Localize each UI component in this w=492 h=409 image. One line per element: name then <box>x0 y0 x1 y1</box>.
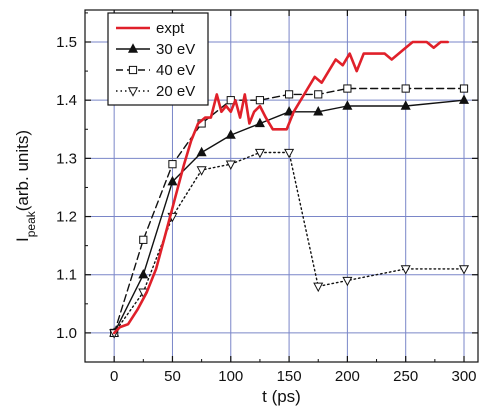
data-point <box>458 265 470 275</box>
legend-marker <box>128 65 138 75</box>
data-point <box>342 276 353 287</box>
plot-area-frame <box>84 9 479 363</box>
data-point <box>225 160 236 170</box>
data-point <box>343 84 352 93</box>
x-tick-label: 50 <box>164 368 181 385</box>
data-point <box>284 90 294 99</box>
data-point <box>139 235 148 244</box>
y-tick-label: 1.3 <box>56 150 77 167</box>
data-point <box>167 175 178 186</box>
x-tick-label: 100 <box>218 368 243 385</box>
legend-label: 30 eV <box>156 41 195 58</box>
data-point <box>401 84 410 93</box>
x-tick-label: 200 <box>335 368 360 385</box>
data-point <box>314 90 323 99</box>
data-point <box>284 106 295 116</box>
series-line <box>113 87 465 334</box>
data-point <box>255 96 265 105</box>
legend-marker <box>127 43 139 53</box>
data-point <box>254 117 265 128</box>
x-tick-label: 0 <box>110 368 118 385</box>
data-point <box>254 148 265 159</box>
series-line <box>112 40 450 335</box>
y-tick-label: 1.1 <box>56 267 77 284</box>
data-point <box>313 282 324 293</box>
data-point <box>313 106 324 116</box>
y-axis-title-rest: (arb. units) <box>13 130 32 211</box>
legend-item: expt <box>116 20 185 37</box>
legend-item: 30 eV <box>116 41 195 58</box>
data-point <box>284 148 295 159</box>
data-point <box>459 84 469 93</box>
series-expt <box>112 40 450 335</box>
x-axis-title: t (ps) <box>262 387 301 406</box>
series-layer <box>109 40 470 339</box>
svg-text:Ipeak(arb. units): Ipeak(arb. units) <box>13 130 38 242</box>
legend-marker <box>127 87 139 97</box>
legend-label: expt <box>156 20 185 37</box>
legend-label: 40 eV <box>156 62 195 79</box>
legend-item: 40 eV <box>116 62 195 79</box>
y-tick-label: 1.2 <box>56 209 77 226</box>
y-axis-title: Ipeak(arb. units) <box>13 130 38 242</box>
x-tick-label: 150 <box>277 368 302 385</box>
data-point <box>458 94 470 104</box>
y-tick-label: 1.0 <box>56 325 77 342</box>
y-axis-title-main: I <box>13 237 32 242</box>
data-point <box>196 166 207 176</box>
data-point <box>168 160 177 169</box>
data-point <box>342 100 353 110</box>
axis-ticks: 0 50 100 150 200 250 300 1.0 1.1 1.2 1.3 1.4 1.5 <box>56 10 478 385</box>
y-tick-label: 1.5 <box>56 34 77 51</box>
series-30-ev <box>109 94 470 337</box>
data-point <box>225 129 236 139</box>
y-axis-title-subscript: peak <box>24 210 38 237</box>
x-tick-label: 250 <box>393 368 418 385</box>
data-point <box>196 146 207 157</box>
legend-label: 20 eV <box>156 83 195 100</box>
x-tick-label: 300 <box>451 368 476 385</box>
data-point <box>400 100 411 110</box>
legend: expt 30 eV 40 eV 20 eV <box>107 12 209 106</box>
y-tick-label: 1.4 <box>56 92 77 109</box>
data-point <box>400 265 411 275</box>
data-point <box>138 268 149 279</box>
legend-item: 20 eV <box>116 83 195 100</box>
